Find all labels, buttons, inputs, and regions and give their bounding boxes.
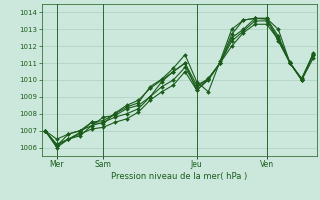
X-axis label: Pression niveau de la mer( hPa ): Pression niveau de la mer( hPa ) xyxy=(111,172,247,181)
